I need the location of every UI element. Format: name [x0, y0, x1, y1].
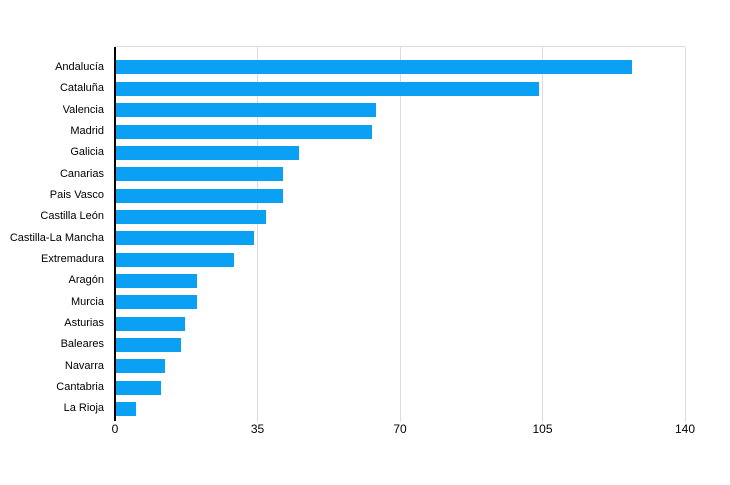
bar-track: [116, 60, 685, 75]
bar-track: [116, 273, 685, 288]
chart-row: Aragón: [0, 270, 730, 291]
bar: [116, 380, 161, 395]
x-tick-label: 35: [250, 422, 265, 436]
bar: [116, 337, 182, 352]
category-label: Murcia: [70, 295, 104, 308]
chart-row: La Rioja: [0, 398, 730, 419]
chart-row: Pais Vasco: [0, 185, 730, 206]
category-label: Castilla-La Mancha: [9, 231, 104, 244]
bar-track: [116, 252, 685, 267]
category-label: Aragón: [68, 274, 104, 287]
chart-row: Andalucía: [0, 57, 730, 78]
category-label: Valencia: [62, 103, 104, 116]
category-label: La Rioja: [63, 402, 104, 415]
bar-track: [116, 145, 685, 160]
chart-row: Cataluña: [0, 78, 730, 99]
bar-track: [116, 81, 685, 96]
x-tick-label: 0: [111, 422, 119, 436]
bar-track: [116, 231, 685, 246]
chart-row: Asturias: [0, 313, 730, 334]
x-axis-tick-labels: 0 35 70 105 140: [111, 422, 695, 438]
gridline: [542, 47, 543, 422]
category-label: Extremadura: [41, 253, 104, 266]
category-label: Cataluña: [59, 82, 104, 95]
bar-track: [116, 295, 685, 310]
y-axis-line: [114, 47, 116, 421]
bar-track: [116, 380, 685, 395]
category-label: Canarias: [59, 167, 104, 180]
chart-row: Cantabria: [0, 377, 730, 398]
bar: [116, 81, 539, 96]
bar: [116, 231, 255, 246]
category-label: Madrid: [70, 125, 104, 137]
bar-track: [116, 124, 685, 139]
bar: [116, 209, 267, 224]
bar: [116, 124, 373, 139]
bar-track: [116, 209, 685, 224]
bar: [116, 145, 299, 160]
category-label: Andalucía: [55, 60, 104, 73]
plot-area: [114, 46, 686, 422]
bar: [116, 188, 283, 203]
gridline: [399, 47, 401, 422]
x-tick-label: 105: [532, 422, 553, 436]
bar: [116, 103, 377, 118]
gridline: [684, 47, 686, 422]
category-label: Cantabria: [56, 381, 104, 394]
chart-row: Castilla León: [0, 206, 730, 227]
x-tick-label: 70: [393, 422, 407, 436]
bar: [116, 60, 633, 75]
bar: [116, 273, 198, 288]
category-label: Asturias: [64, 317, 104, 330]
chart-row: Murcia: [0, 292, 730, 313]
chart-rows: Andalucía Cataluña Valencia Madrid Galicia Ca…: [0, 57, 730, 420]
category-label: Navarra: [64, 359, 104, 372]
bar-track: [116, 401, 685, 416]
category-label: Baleares: [60, 338, 104, 351]
bar: [116, 295, 198, 310]
gridline: [257, 47, 258, 422]
bar-track: [116, 167, 685, 182]
chart-row: Navarra: [0, 356, 730, 377]
bar-track: [116, 337, 685, 352]
bar: [116, 167, 283, 182]
x-tick-label: 140: [674, 422, 696, 436]
bar-track: [116, 359, 685, 374]
category-label: Galicia: [70, 146, 104, 159]
chart-row: Castilla-La Mancha: [0, 228, 730, 249]
chart-row: Baleares: [0, 334, 730, 355]
bar-track: [116, 103, 685, 118]
bar-track: [116, 316, 685, 331]
chart-row: Canarias: [0, 164, 730, 185]
bar: [116, 401, 137, 416]
chart-row: Extremadura: [0, 249, 730, 270]
chart-row: Madrid: [0, 121, 730, 142]
chart-row: Valencia: [0, 99, 730, 120]
bar: [116, 316, 186, 331]
bar: [116, 252, 234, 267]
chart-row: Galicia: [0, 142, 730, 163]
bar-track: [116, 188, 685, 203]
category-label: Castilla León: [40, 210, 104, 223]
bar: [116, 359, 165, 374]
category-label: Pais Vasco: [49, 189, 104, 202]
